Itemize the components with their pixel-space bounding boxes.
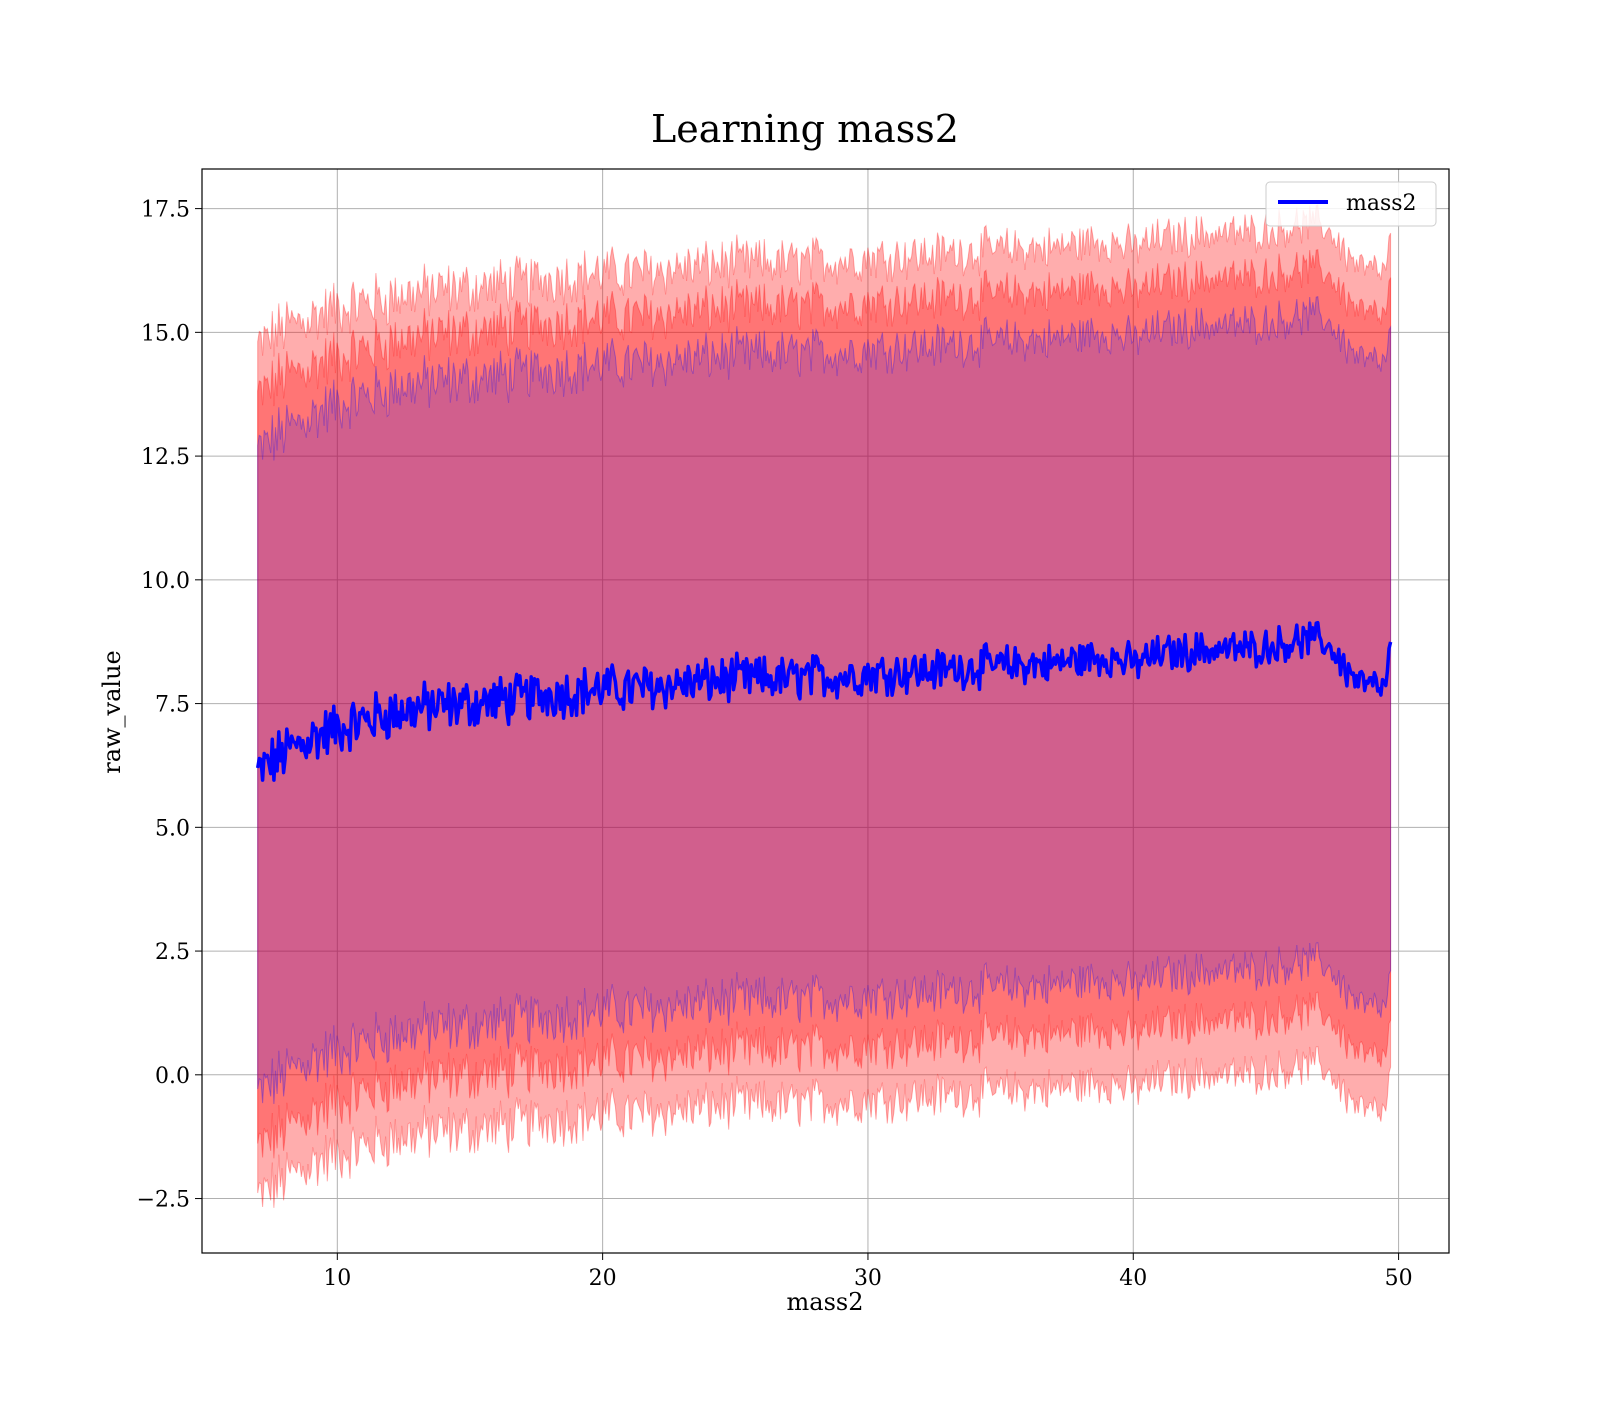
confidence-band-2 [257, 295, 1392, 1105]
x-tick-label: 10 [323, 1266, 351, 1291]
confidence-band-0 [257, 204, 1392, 1208]
y-tick-label: 15.0 [141, 321, 190, 346]
x-tick-label: 30 [854, 1266, 882, 1291]
y-tick-label: 10.0 [141, 569, 190, 594]
y-tick-label: 0.0 [155, 1064, 190, 1089]
y-tick-label: 12.5 [141, 445, 190, 470]
series-line-mass2 [255, 620, 1393, 782]
x-tick-label: 50 [1385, 1266, 1413, 1291]
y-tick-label: −2.5 [137, 1188, 190, 1213]
legend-box [1265, 181, 1437, 227]
x-axis-label: mass2 [787, 1288, 864, 1316]
y-tick-label: 2.5 [155, 940, 190, 965]
bands [257, 204, 1392, 1208]
y-tick-label: 17.5 [141, 198, 190, 223]
legend-label-mass2: mass2 [1346, 191, 1417, 216]
y-tick-label: 7.5 [155, 693, 190, 718]
grid [202, 169, 1449, 1253]
series-lines [255, 620, 1393, 782]
confidence-band-1 [257, 248, 1392, 1159]
x-tick-label: 40 [1119, 1266, 1147, 1291]
chart-title: Learning mass2 [651, 107, 959, 151]
legend: mass2 [1265, 181, 1437, 227]
y-tick-label: 5.0 [155, 816, 190, 841]
plot-frame [201, 168, 1450, 1254]
ticks: 10 20 30 40 50 −2.5 0.0 2.5 5.0 7.5 10.0 12.5 15.0 17… [137, 198, 1413, 1291]
x-tick-label: 20 [589, 1266, 617, 1291]
y-axis-label: raw_value [98, 650, 126, 774]
